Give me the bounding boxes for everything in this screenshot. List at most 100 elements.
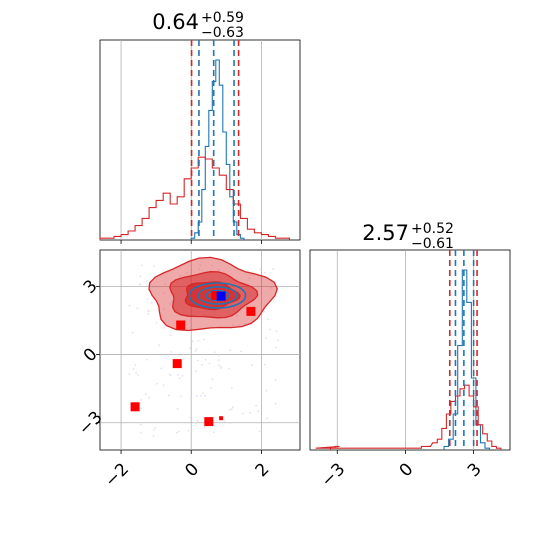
sample-point [189, 347, 192, 350]
sample-point [263, 363, 266, 366]
sample-point [140, 407, 143, 410]
sample-point [180, 395, 183, 398]
y-tick-label: 3 [80, 276, 102, 298]
sample-point [148, 396, 151, 399]
x-ticks: −3 0 3 [317, 450, 486, 491]
sample-point [255, 404, 258, 407]
sample-point [199, 394, 202, 397]
x-tick-label: 3 [464, 459, 486, 481]
sample-point [139, 283, 141, 286]
sample-point [195, 348, 198, 350]
sample-point [272, 267, 274, 270]
sample-point [258, 430, 261, 433]
sample-point [128, 373, 131, 376]
sample-point [199, 264, 202, 267]
sample-point [228, 408, 231, 411]
sample-point [136, 307, 139, 310]
sample-point [140, 423, 142, 426]
contour-series [128, 256, 280, 438]
sample-point [197, 339, 200, 342]
panel-marginal-param-2: −3 0 3 2.57 +0.52 −0.61 [309, 221, 511, 491]
sample-point [269, 328, 271, 331]
title-minus: −0.61 [411, 236, 454, 252]
sample-point [162, 327, 165, 329]
sample-point [139, 431, 142, 434]
y-ticks: −3 0 3 [75, 276, 107, 439]
sample-point [158, 344, 160, 347]
sample-point [229, 349, 232, 352]
sample-point [219, 367, 222, 369]
sample-point [175, 431, 178, 434]
sample-point [134, 364, 137, 367]
sample-point [223, 420, 226, 423]
sample-point [137, 374, 139, 376]
title-plus: +0.52 [411, 221, 454, 237]
red-point [176, 320, 186, 330]
sample-point [140, 399, 143, 401]
sample-point [249, 411, 252, 414]
sample-point [150, 302, 153, 304]
sample-point [264, 271, 266, 274]
sample-point [265, 337, 267, 340]
sample-point [153, 429, 156, 431]
sample-point [231, 406, 234, 409]
sample-point [217, 359, 220, 362]
sample-point [145, 280, 148, 282]
red-point [172, 359, 182, 369]
histogram-red [99, 156, 291, 240]
sample-point [186, 272, 189, 274]
sample-point [145, 358, 148, 361]
panel-marginal-param-1: 0.64 +0.59 −0.63 [99, 10, 301, 244]
sample-point [187, 429, 190, 432]
sample-point [171, 300, 173, 303]
sample-point [176, 407, 179, 410]
sample-point [147, 310, 150, 313]
sample-point [168, 373, 171, 376]
sample-point [275, 330, 278, 332]
sample-point [251, 364, 253, 367]
true-value-marker [216, 291, 226, 301]
panel-joint: −2 0 2 −3 0 3 [75, 249, 301, 491]
x-tick-label: 2 [252, 459, 274, 481]
sample-point [230, 387, 233, 389]
sample-point [146, 298, 149, 301]
sample-point [135, 371, 138, 374]
sample-point [178, 430, 181, 433]
sample-point [208, 362, 211, 365]
sample-point [248, 277, 251, 280]
title-minus: −0.63 [201, 25, 244, 41]
sample-point [154, 426, 157, 429]
sample-point [191, 340, 194, 343]
sample-point [218, 268, 220, 271]
histogram-series [315, 250, 502, 450]
sample-point [212, 431, 215, 434]
sample-point [227, 367, 230, 370]
sample-point [204, 358, 207, 361]
sample-point [153, 265, 156, 267]
sample-point [211, 378, 214, 381]
sample-point [163, 307, 165, 310]
sample-point [201, 363, 203, 366]
sample-point [155, 321, 158, 324]
sample-point [139, 275, 142, 278]
sample-point [160, 367, 163, 370]
sample-point [270, 286, 273, 289]
histogram-blue [443, 269, 491, 450]
sample-point [164, 282, 166, 285]
sample-point [265, 389, 268, 392]
sample-point [196, 395, 198, 398]
sample-point [197, 268, 200, 271]
sample-point [132, 368, 135, 371]
title-value: 0.64 [152, 10, 199, 34]
sample-point [241, 412, 244, 415]
sample-point [189, 416, 192, 419]
sample-point [195, 422, 197, 425]
blue-contour [197, 286, 238, 305]
sample-point [213, 351, 216, 354]
histogram-red [315, 384, 502, 450]
sample-point [266, 417, 268, 420]
sample-point [275, 346, 278, 349]
sample-point [277, 339, 280, 342]
sample-point [178, 377, 181, 380]
